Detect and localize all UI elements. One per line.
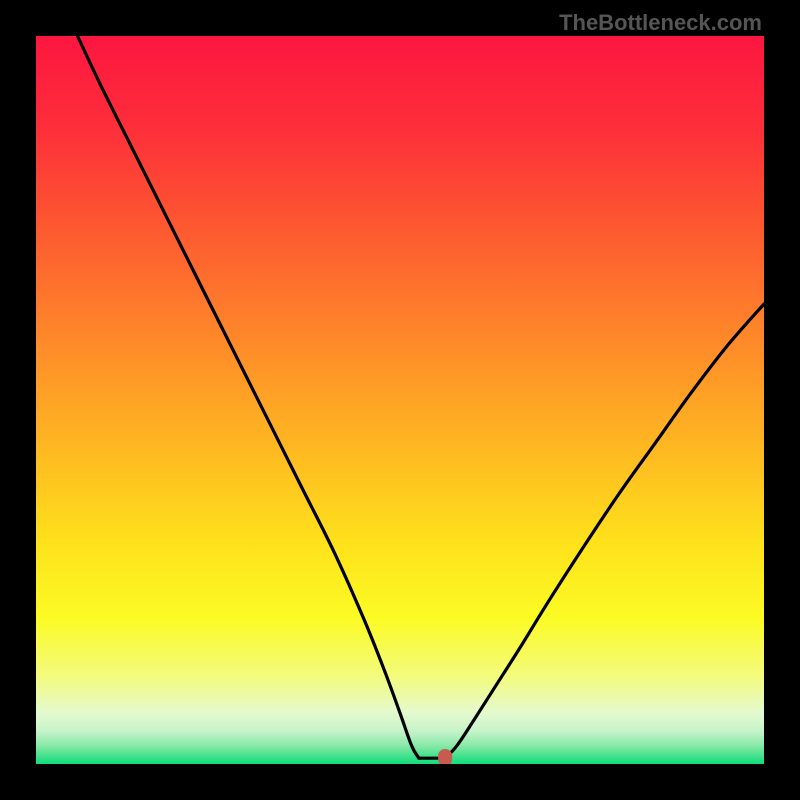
optimal-point-marker: [439, 749, 452, 764]
bottleneck-chart-svg: [36, 36, 764, 764]
watermark-text: TheBottleneck.com: [559, 10, 762, 36]
plot-area: [36, 36, 764, 764]
gradient-background: [36, 36, 764, 764]
chart-stage: TheBottleneck.com: [0, 0, 800, 800]
